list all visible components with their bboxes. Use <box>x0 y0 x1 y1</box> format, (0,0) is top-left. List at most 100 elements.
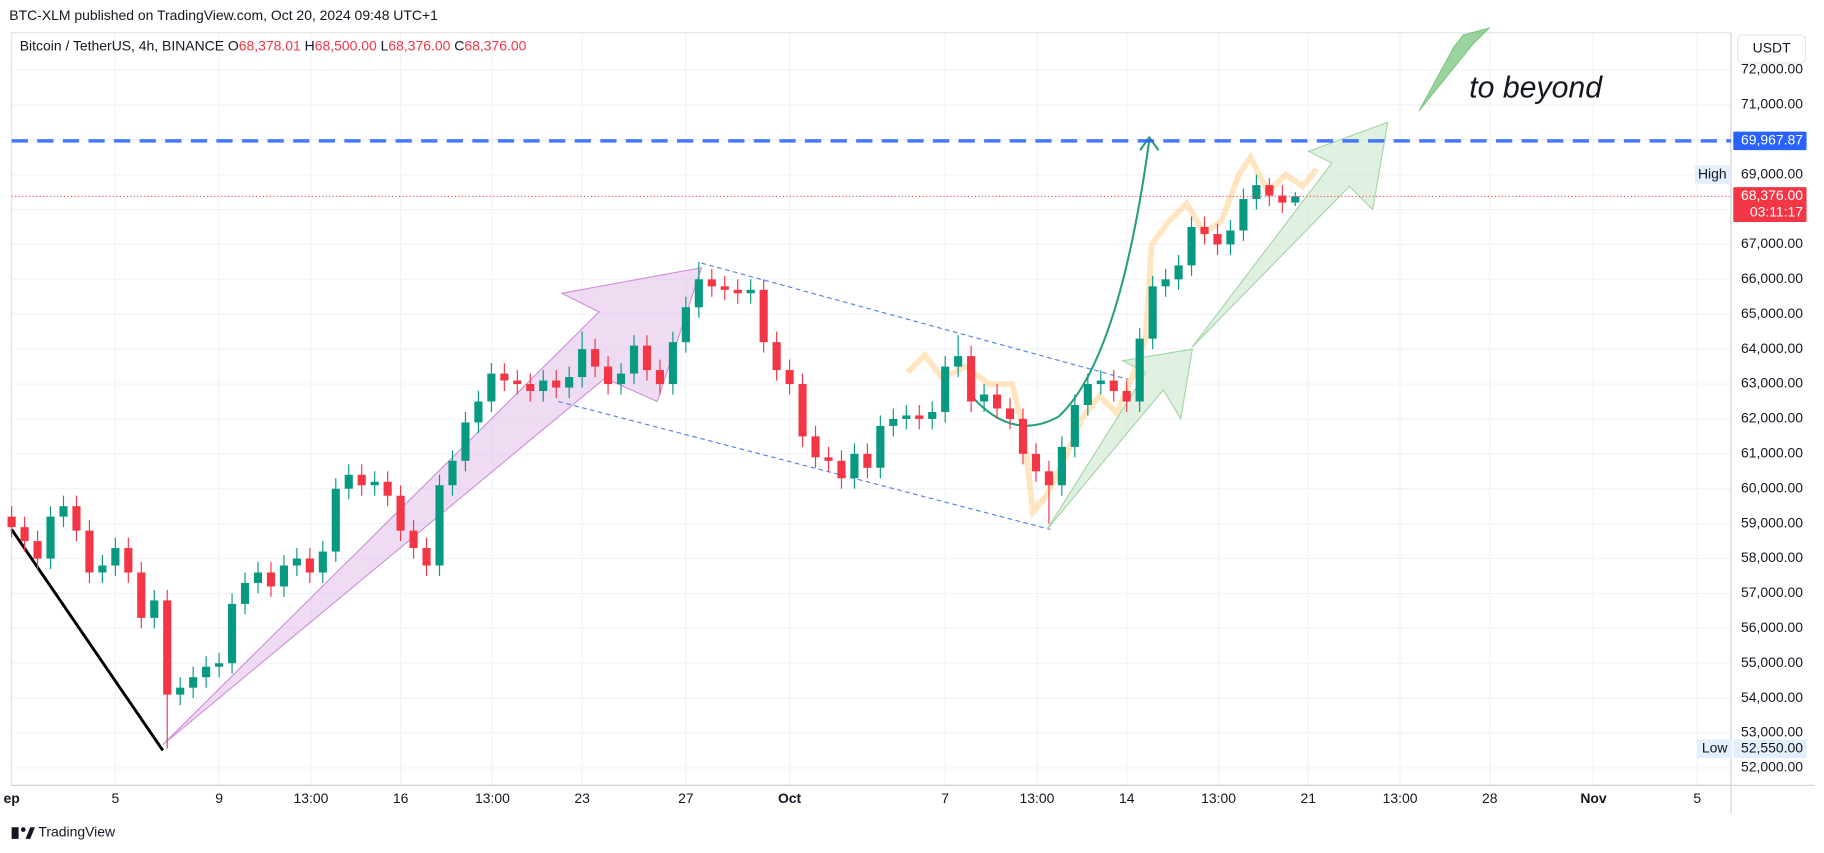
candle-body <box>604 366 613 385</box>
candle-body <box>513 380 522 385</box>
candle-body <box>1239 199 1248 231</box>
candle-body <box>357 474 366 486</box>
candle-body <box>435 485 444 566</box>
y-tick-label: 66,000.00 <box>1741 270 1803 286</box>
candle-body <box>668 342 677 385</box>
candle-body <box>1174 265 1183 280</box>
x-tick-label: 13:00 <box>1201 790 1236 806</box>
x-tick-label: ep <box>3 790 19 806</box>
candle-body <box>59 506 68 517</box>
candle-body <box>967 356 976 402</box>
y-tick-label: 57,000.00 <box>1741 584 1803 600</box>
candle-body <box>915 415 924 419</box>
y-tick-label: 65,000.00 <box>1741 305 1803 321</box>
x-tick-label: 28 <box>1482 790 1498 806</box>
candle-body <box>487 373 496 402</box>
candle-body <box>1252 185 1261 200</box>
price-label-box <box>1733 187 1807 223</box>
y-tick-label: 59,000.00 <box>1741 514 1803 530</box>
y-tick-label: 69,000.00 <box>1741 165 1803 181</box>
low-label: Low <box>1702 739 1729 755</box>
candle-body <box>1031 453 1041 472</box>
candle-body <box>1265 185 1274 196</box>
grid <box>11 32 1731 786</box>
candle-body <box>370 481 379 486</box>
ohlc-value: 68,378.01 <box>239 37 301 53</box>
candle-body <box>150 600 159 618</box>
ohlc-label: H <box>305 37 315 53</box>
candle-body <box>1070 404 1079 447</box>
symbol: Bitcoin / TetherUS, 4h, BINANCE <box>20 37 224 53</box>
ohlc-value: 68,376.00 <box>388 37 450 53</box>
candle-body <box>759 289 768 343</box>
x-tick-label: 5 <box>111 790 119 806</box>
candle-body <box>1044 471 1053 486</box>
plot-frame <box>11 32 1732 786</box>
green-arrow-top <box>1418 26 1491 112</box>
candle-body <box>124 548 133 573</box>
y-tick-label: 55,000.00 <box>1741 654 1803 670</box>
currency[interactable]: USDT <box>1753 40 1791 56</box>
low-value-box <box>1733 739 1807 759</box>
y-tick-label: 72,000.00 <box>1741 61 1803 77</box>
candle-body <box>215 663 224 667</box>
x-tick-label: 13:00 <box>475 790 510 806</box>
y-tick-label: 56,000.00 <box>1741 619 1803 635</box>
x-tick-label: 23 <box>574 790 590 806</box>
candle-body <box>1161 279 1170 287</box>
candle-body <box>552 380 561 388</box>
candle-body <box>850 453 859 479</box>
channel-bottom <box>558 400 1051 531</box>
currency-button[interactable] <box>1737 34 1806 64</box>
y-tick-label: 52,000.00 <box>1741 759 1803 775</box>
x-tick-label: 13:00 <box>1020 790 1055 806</box>
logo-mark <box>25 827 35 839</box>
candle-body <box>176 687 185 695</box>
candle-body <box>409 530 418 549</box>
y-tick-label: 54,000.00 <box>1741 689 1803 705</box>
candle-body <box>474 401 483 423</box>
candle-body <box>292 558 301 566</box>
candle-body <box>824 457 833 461</box>
candle-body <box>253 572 263 583</box>
footer-brand: TradingView <box>38 824 116 840</box>
candle-body <box>1187 227 1196 266</box>
candle-body <box>681 307 690 343</box>
candle-body <box>98 565 107 573</box>
high-label: High <box>1698 165 1727 181</box>
candle-body <box>46 516 55 559</box>
candle-body <box>889 418 898 426</box>
candle-body <box>798 384 807 437</box>
ghost-path <box>905 151 1320 520</box>
candle-body <box>539 380 548 392</box>
candle-body <box>772 342 781 371</box>
x-tick-label: 21 <box>1300 790 1316 806</box>
candle-body <box>707 279 716 287</box>
candle-body <box>396 495 405 531</box>
candle-body <box>616 373 626 385</box>
overlay: 52,000.00 53,000.00 54,000.00 55,000.00 56,0… <box>3 61 1807 806</box>
candle-body <box>1213 233 1222 245</box>
candle-body <box>279 565 288 587</box>
candle-body <box>137 572 146 618</box>
candle-body <box>72 506 81 531</box>
x-tick-label: 13:00 <box>1383 790 1418 806</box>
candle-body <box>629 345 639 374</box>
header-title: BTC-XLM published on TradingView.com, Oc… <box>9 7 438 23</box>
price-label: 69,967.87 <box>1741 132 1803 148</box>
candle-body <box>928 411 937 419</box>
y-tick-label: 58,000.00 <box>1741 549 1803 565</box>
y-tick-label: 62,000.00 <box>1741 410 1803 426</box>
ohlc-label: O <box>228 37 239 53</box>
legend: Bitcoin / TetherUS, 4h, BINANCE O68,378.… <box>20 37 527 53</box>
candle-body <box>1200 227 1209 234</box>
ohlc-value: 68,376.00 <box>464 37 526 53</box>
ohlc-label: C <box>454 37 464 53</box>
y-tick-label: 53,000.00 <box>1741 724 1803 740</box>
candle-body <box>591 349 600 367</box>
candle-body <box>785 370 794 385</box>
candle-body <box>1018 418 1028 454</box>
candle-body <box>655 370 665 385</box>
candle-body <box>331 488 340 552</box>
candle-body <box>227 603 237 664</box>
